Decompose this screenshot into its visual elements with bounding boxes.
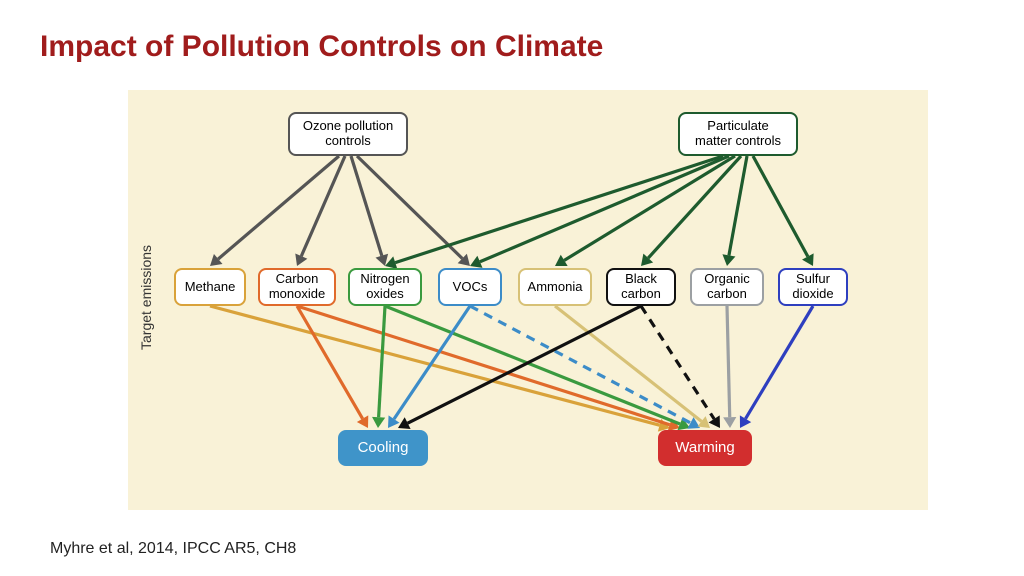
node-nh3: Ammonia — [518, 268, 592, 306]
diagram-panel: Target emissions Ozone pollution control… — [128, 90, 928, 510]
citation-text: Myhre et al, 2014, IPCC AR5, CH8 — [50, 540, 296, 558]
node-warm: Warming — [658, 430, 752, 466]
node-cool: Cooling — [338, 430, 428, 466]
node-pm: Particulate matter controls — [678, 112, 798, 156]
node-oc: Organic carbon — [690, 268, 764, 306]
node-bc: Black carbon — [606, 268, 676, 306]
node-so2: Sulfur dioxide — [778, 268, 848, 306]
node-nox: Nitrogen oxides — [348, 268, 422, 306]
node-voc: VOCs — [438, 268, 502, 306]
slide-title: Impact of Pollution Controls on Climate — [40, 30, 603, 64]
node-co: Carbon monoxide — [258, 268, 336, 306]
node-ch4: Methane — [174, 268, 246, 306]
slide: Impact of Pollution Controls on Climate … — [0, 0, 1024, 576]
y-axis-label: Target emissions — [138, 245, 154, 350]
node-ozone: Ozone pollution controls — [288, 112, 408, 156]
